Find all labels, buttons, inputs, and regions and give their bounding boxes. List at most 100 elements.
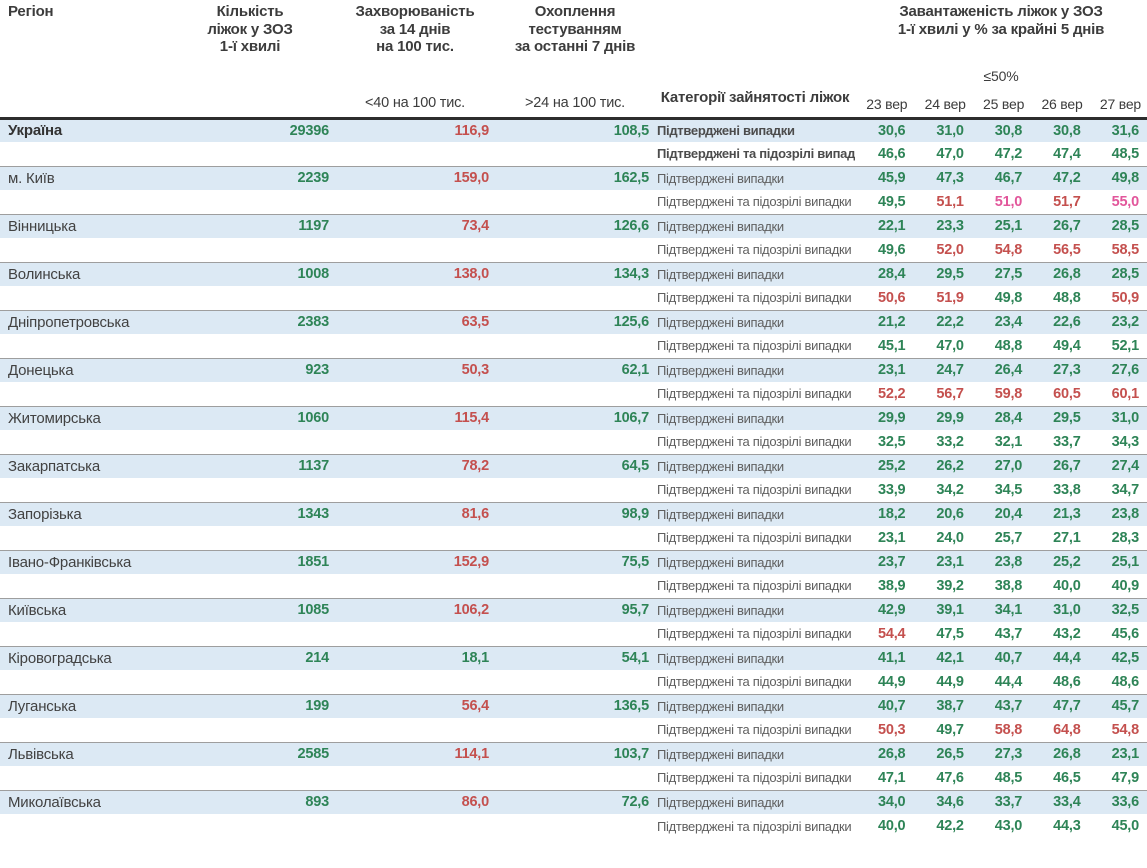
occupancy-value: 22,1 (855, 213, 914, 238)
category-label-suspected: Підтверджені та підозрілі випадки (657, 434, 852, 450)
category-label-suspected: Підтверджені та підозрілі випадки (657, 722, 852, 738)
occupancy-value: 30,8 (1053, 122, 1081, 139)
occupancy-value: 27,4 (1088, 453, 1147, 478)
occupancy-value: 48,6 (1053, 673, 1081, 690)
occupancy-value: 45,1 (877, 337, 906, 354)
category-label-confirmed: Підтверджені випадки (655, 165, 855, 190)
occupancy-value: 31,0 (1088, 405, 1147, 430)
incidence-value: 63,5 (335, 309, 495, 334)
beds-value: 1851 (165, 549, 335, 574)
occupancy-value: 33,4 (1030, 789, 1089, 814)
category-label-confirmed: Підтверджені випадки (655, 357, 855, 382)
category-label-suspected: Підтверджені та підозрілі випадки (657, 818, 852, 834)
beds-spacer (165, 478, 335, 502)
category-label-suspected: Підтверджені та підозрілі випадки (657, 578, 852, 594)
occupancy-value: 49,7 (936, 721, 964, 738)
region-name: Донецька (0, 357, 165, 382)
beds-value: 199 (165, 693, 335, 718)
incidence-spacer (335, 286, 495, 310)
testing-value: 125,6 (495, 309, 655, 334)
beds-value: 214 (165, 645, 335, 670)
occupancy-value: 32,5 (877, 433, 906, 450)
region-row-confirmed: Миколаївська 893 86,0 72,6 Підтверджені випа… (0, 789, 1147, 814)
occupancy-value: 25,1 (1088, 549, 1147, 574)
occupancy-value: 27,3 (1030, 357, 1089, 382)
testing-spacer (495, 478, 655, 502)
testing-spacer (495, 670, 655, 694)
header-date-2: 24 вер (924, 95, 966, 112)
region-name-spacer (0, 574, 165, 598)
occupancy-value: 47,5 (936, 625, 964, 642)
header-testing: Охоплення тестуванням за останні 7 днів (514, 3, 636, 56)
incidence-spacer (335, 718, 495, 742)
occupancy-value: 30,8 (994, 122, 1023, 139)
occupancy-value: 20,4 (971, 501, 1031, 526)
occupancy-value: 28,5 (1088, 261, 1147, 286)
beds-value: 893 (165, 789, 335, 814)
region-name: Львівська (0, 741, 165, 766)
occupancy-value: 24,7 (913, 357, 972, 382)
occupancy-value: 23,8 (971, 549, 1031, 574)
testing-value: 72,6 (495, 789, 655, 814)
testing-value: 62,1 (495, 357, 655, 382)
region-row-confirmed: Закарпатська 1137 78,2 64,5 Підтверджені вип… (0, 453, 1147, 478)
occupancy-value: 44,3 (1053, 818, 1081, 834)
occupancy-value: 23,2 (1088, 309, 1147, 334)
region-row-suspected: Підтверджені та підозрілі випадки 45,1 47,… (0, 334, 1147, 358)
region-name: Запорізька (0, 501, 165, 526)
occupancy-value: 60,5 (1053, 385, 1081, 402)
occupancy-value: 29,5 (1030, 405, 1089, 430)
occupancy-value: 27,1 (1053, 529, 1081, 546)
occupancy-value: 48,5 (994, 769, 1023, 786)
testing-value: 95,7 (495, 597, 655, 622)
category-label-suspected: Підтверджені та підозрілі випадки (657, 242, 852, 258)
region-name: Миколаївська (0, 789, 165, 814)
incidence-spacer (335, 526, 495, 550)
testing-spacer (495, 622, 655, 646)
region-row-confirmed: Івано-Франківська 1851 152,9 75,5 Підтвердже… (0, 549, 1147, 574)
occupancy-value: 28,4 (855, 261, 914, 286)
testing-spacer (495, 718, 655, 742)
category-label-suspected: Підтверджені та підозрілі випадки (657, 194, 852, 210)
region-row-suspected: Підтверджені та підозрілі випадки 32,5 33,… (0, 430, 1147, 454)
occupancy-value: 47,6 (936, 769, 964, 786)
occupancy-value: 18,2 (855, 501, 914, 526)
occupancy-value: 34,3 (1111, 433, 1140, 450)
occupancy-value: 31,0 (1030, 597, 1089, 622)
testing-value: 108,5 (613, 122, 649, 139)
testing-spacer (495, 238, 655, 262)
beds-spacer (165, 190, 335, 214)
testing-spacer (495, 190, 655, 214)
category-label-suspected: Підтверджені та підозрілі випадки (657, 338, 852, 354)
header-incidence: Захворюваність за 14 днів на 100 тис. (355, 3, 475, 56)
occupancy-value: 44,9 (877, 673, 906, 690)
region-name-spacer (0, 190, 165, 214)
region-row-suspected: Підтверджені та підозрілі випадки 50,3 49,… (0, 718, 1147, 742)
occupancy-value: 25,7 (994, 529, 1023, 546)
occupancy-value: 27,0 (971, 453, 1031, 478)
occupancy-value: 34,0 (855, 789, 914, 814)
table-body: Україна 29396 116,9 108,5 Підтверджені випад… (0, 118, 1147, 838)
region-name-spacer (0, 430, 165, 454)
header-incidence-sub: <40 на 100 тис. (365, 94, 465, 111)
occupancy-value: 26,5 (913, 741, 972, 766)
incidence-spacer (335, 622, 495, 646)
region-name: Луганська (0, 693, 165, 718)
occupancy-value: 47,4 (1053, 145, 1081, 162)
occupancy-value: 31,6 (1111, 122, 1140, 139)
testing-spacer (495, 766, 655, 790)
occupancy-value: 38,7 (913, 693, 972, 718)
region-name-spacer (0, 814, 165, 838)
occupancy-value: 43,7 (994, 625, 1023, 642)
occupancy-value: 23,3 (913, 213, 972, 238)
occupancy-value: 43,7 (971, 693, 1031, 718)
occupancy-value: 21,3 (1030, 501, 1089, 526)
occupancy-value: 40,7 (971, 645, 1031, 670)
occupancy-value: 50,3 (877, 721, 906, 738)
region-row-confirmed: Запорізька 1343 81,6 98,9 Підтверджені випад… (0, 501, 1147, 526)
occupancy-value: 24,0 (936, 529, 964, 546)
occupancy-value: 39,1 (913, 597, 972, 622)
occupancy-value: 42,9 (855, 597, 914, 622)
incidence-value: 115,4 (335, 405, 495, 430)
category-label-suspected: Підтверджені та підозрілі випадки (657, 290, 852, 306)
